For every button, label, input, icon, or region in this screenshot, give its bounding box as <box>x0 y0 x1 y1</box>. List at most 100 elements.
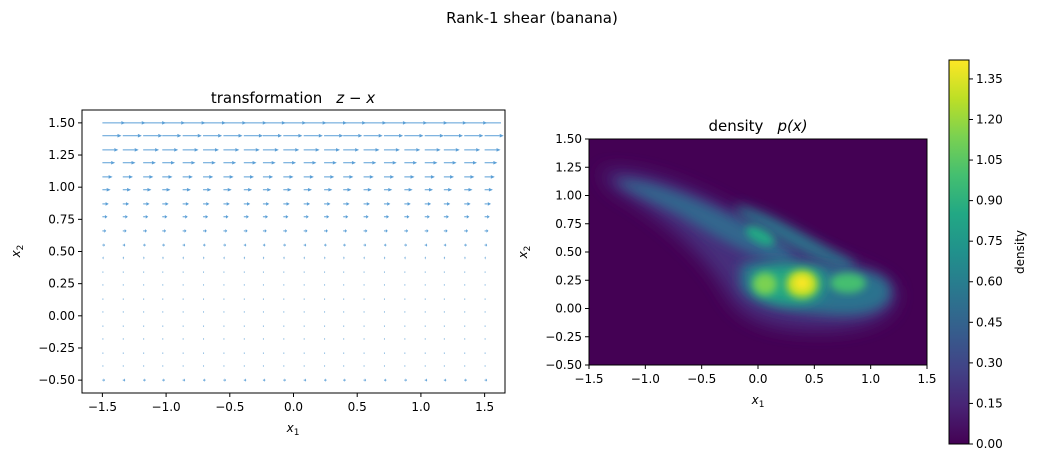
quiver-arrow <box>303 271 305 273</box>
quiver-arrow <box>262 256 265 260</box>
quiver-x-tick-label: −0.5 <box>215 400 244 414</box>
quiver-arrow <box>404 160 418 165</box>
density-x-tick-label: −0.5 <box>687 372 716 386</box>
quiver-arrow <box>424 325 426 327</box>
quiver-arrow <box>343 229 348 233</box>
quiver-arrow <box>443 325 445 327</box>
quiver-arrow <box>443 352 445 354</box>
quiver-arrow <box>324 160 337 165</box>
quiver-arrow <box>283 352 285 354</box>
quiver-arrow <box>383 243 387 247</box>
quiver-y-tick-label: 0.25 <box>48 277 75 291</box>
quiver-arrow <box>404 378 407 382</box>
quiver-arrow <box>324 243 327 247</box>
quiver-arrow <box>303 256 305 260</box>
quiver-arrow <box>223 378 226 382</box>
quiver-arrow <box>203 121 226 125</box>
quiver-arrow <box>243 175 255 179</box>
quiver-arrow <box>484 256 486 260</box>
quiver-arrow <box>324 365 326 367</box>
colorbar-tick-label: 0.45 <box>976 315 1003 329</box>
quiver-arrow <box>162 121 186 125</box>
quiver-arrow <box>283 175 294 179</box>
quiver-arrow <box>424 298 426 300</box>
quiver-axes-frame <box>81 109 506 394</box>
quiver-arrow <box>182 187 191 192</box>
quiver-arrow <box>443 229 448 233</box>
quiver-arrow <box>143 338 145 340</box>
quiver-y-tick-label: 0.00 <box>48 309 75 323</box>
quiver-arrow <box>404 284 406 286</box>
quiver-arrow <box>324 148 341 152</box>
quiver-arrow <box>363 214 369 219</box>
quiver-arrow <box>143 148 160 152</box>
quiver-arrow <box>424 187 434 192</box>
quiver-arrow <box>122 271 124 273</box>
quiver-arrow <box>404 271 406 273</box>
quiver-arrow <box>143 175 154 179</box>
quiver-y-tick-label: 0.75 <box>48 212 75 226</box>
quiver-arrow <box>102 175 113 179</box>
quiver-arrow <box>283 202 290 206</box>
quiver-arrow <box>303 298 305 300</box>
quiver-arrow <box>443 365 445 367</box>
quiver-arrow <box>324 214 330 219</box>
quiver-arrow <box>363 160 377 165</box>
quiver-arrow <box>102 311 104 313</box>
quiver-arrow <box>443 202 451 206</box>
quiver-arrow <box>343 256 345 260</box>
quiver-arrow <box>343 365 345 367</box>
quiver-arrow <box>262 352 264 354</box>
quiver-arrow <box>324 175 335 179</box>
density-x-ticks: −1.5 −1.0 −0.5 0.0 0.5 1.0 1.5 <box>574 365 937 386</box>
quiver-arrow <box>243 256 246 260</box>
quiver-arrow <box>122 352 124 354</box>
colorbar-tick-label: 0.90 <box>976 194 1003 208</box>
quiver-arrow <box>383 338 385 340</box>
quiver-arrow <box>303 133 323 138</box>
quiver-arrow <box>243 229 248 233</box>
density-x-tick-label: 0.0 <box>748 372 767 386</box>
quiver-arrow <box>324 133 344 138</box>
quiver-arrow <box>363 338 365 340</box>
quiver-arrow <box>404 338 406 340</box>
quiver-arrow <box>363 187 372 192</box>
quiver-arrow <box>102 325 104 327</box>
quiver-arrows <box>102 121 504 382</box>
quiver-arrow <box>162 214 168 219</box>
quiver-arrow <box>404 175 415 179</box>
quiver-arrow <box>162 311 164 313</box>
quiver-arrow <box>102 378 105 382</box>
quiver-arrow <box>223 352 225 354</box>
quiver-arrow <box>223 311 225 313</box>
quiver-arrow <box>243 284 245 286</box>
colorbar-tick-label: 0.75 <box>976 234 1003 248</box>
quiver-arrow <box>223 243 226 247</box>
quiver-arrow <box>464 271 466 273</box>
quiver-arrow <box>182 365 184 367</box>
quiver-arrow <box>182 325 184 327</box>
quiver-arrow <box>324 187 333 192</box>
quiver-arrow <box>464 378 467 382</box>
quiver-arrow <box>262 284 264 286</box>
figure-suptitle: Rank-1 shear (banana) <box>446 9 618 27</box>
quiver-arrow <box>162 378 165 382</box>
quiver-arrow <box>122 133 142 138</box>
quiver-arrow <box>243 202 251 206</box>
quiver-arrow <box>182 271 184 273</box>
quiver-arrow <box>443 214 449 219</box>
quiver-arrow <box>143 214 149 219</box>
quiver-arrow <box>343 243 346 247</box>
quiver-arrow <box>102 229 107 233</box>
quiver-arrow <box>383 160 397 165</box>
quiver-arrow <box>203 365 205 367</box>
quiver-y-tick-label: 0.50 <box>48 245 75 259</box>
quiver-arrow <box>182 243 186 247</box>
quiver-arrow <box>203 229 207 233</box>
quiver-arrow <box>223 187 232 192</box>
quiver-arrow <box>404 214 410 219</box>
quiver-arrow <box>243 243 247 247</box>
quiver-arrow <box>262 121 286 125</box>
quiver-arrow <box>303 243 307 247</box>
quiver-arrow <box>303 284 305 286</box>
